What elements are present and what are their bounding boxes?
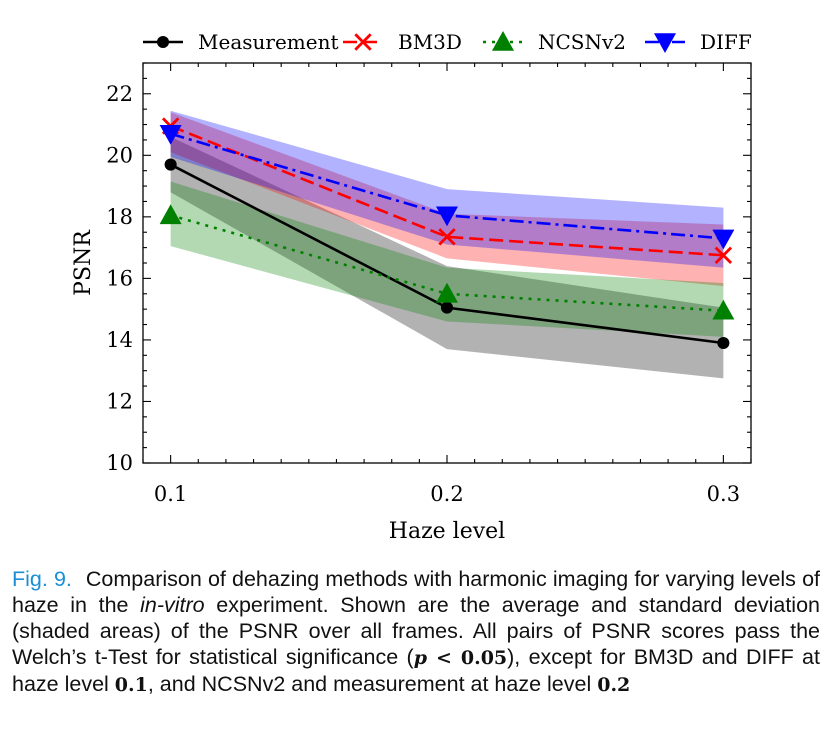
bm3d-std-band bbox=[170, 112, 724, 287]
measurement-marker bbox=[164, 158, 177, 171]
diff-marker bbox=[159, 124, 182, 145]
ncsnv2-std-band bbox=[170, 181, 724, 337]
diff-std-band bbox=[170, 110, 724, 268]
caption-text: Comparison of dehazing methods with harm… bbox=[12, 567, 820, 617]
x-axis: 0.1 0.2 0.3 bbox=[142, 63, 752, 506]
y-tick-label: 14 bbox=[106, 328, 133, 352]
legend-entry-measurement: Measurement bbox=[143, 30, 339, 54]
caption-italic: in-vitro bbox=[140, 593, 205, 617]
legend-label: NCSNv2 bbox=[538, 30, 626, 54]
caption-math-threshold: < 0.05 bbox=[427, 647, 508, 669]
ncsnv2-marker bbox=[712, 299, 735, 320]
y-tick-label: 16 bbox=[106, 266, 133, 290]
x-tick-label: 0.1 bbox=[154, 482, 187, 506]
figure-label: Fig. 9. bbox=[12, 567, 72, 591]
legend-label: BM3D bbox=[398, 30, 462, 54]
legend-entry-ncsnv2: NCSNv2 bbox=[483, 30, 626, 54]
legend-entry-diff: DIFF bbox=[645, 30, 752, 54]
x-axis-label: Haze level bbox=[389, 519, 505, 544]
bm3d-line bbox=[170, 124, 724, 257]
y-axis: 10 12 14 16 18 20 22 bbox=[106, 62, 751, 475]
figure-caption: Fig. 9. Comparison of dehazing methods wi… bbox=[12, 566, 820, 698]
y-axis-label: PSNR bbox=[71, 229, 96, 296]
legend-marker bbox=[492, 31, 514, 51]
x-tick-label: 0.2 bbox=[430, 482, 463, 506]
y-tick-label: 12 bbox=[106, 389, 133, 413]
measurement-marker bbox=[440, 301, 454, 314]
diff-marker bbox=[436, 206, 458, 227]
legend-label: DIFF bbox=[700, 30, 752, 54]
x-tick-label: 0.3 bbox=[707, 482, 740, 506]
ncsnv2-marker bbox=[159, 204, 182, 225]
bm3d-marker bbox=[438, 228, 456, 246]
y-tick-label: 10 bbox=[106, 451, 133, 475]
legend-label: Measurement bbox=[198, 30, 339, 54]
caption-math-p: p bbox=[413, 647, 427, 669]
caption-math-value: 0.1 bbox=[114, 674, 148, 696]
y-tick-label: 22 bbox=[106, 82, 133, 106]
legend: Measurement BM3D NCSNv2 DIFF bbox=[143, 30, 752, 54]
ncsnv2-marker bbox=[436, 282, 458, 303]
measurement-std-band bbox=[170, 136, 724, 379]
legend-marker bbox=[156, 35, 170, 49]
y-tick-label: 20 bbox=[106, 143, 133, 167]
caption-math-value: 0.2 bbox=[597, 674, 631, 696]
measurement-marker bbox=[717, 336, 730, 350]
bm3d-marker bbox=[714, 246, 733, 264]
legend-entry-bm3d: BM3D bbox=[343, 30, 462, 54]
legend-marker bbox=[654, 33, 676, 53]
std-bands bbox=[170, 110, 724, 379]
series-markers bbox=[159, 117, 735, 350]
caption-text: , and NCSNv2 and measurement at haze lev… bbox=[147, 672, 598, 696]
psnr-line-chart: 10 12 14 16 18 20 22 0.1 0.2 0.3 PSNR Haze level… bbox=[71, 30, 752, 544]
caption-text: ), except for BM3D and DIFF at haze leve… bbox=[12, 645, 820, 696]
diff-marker bbox=[712, 229, 735, 250]
legend-marker bbox=[354, 33, 372, 51]
caption-text: experiment. Shown are the average and st… bbox=[12, 593, 820, 669]
y-tick-label: 18 bbox=[106, 205, 133, 229]
